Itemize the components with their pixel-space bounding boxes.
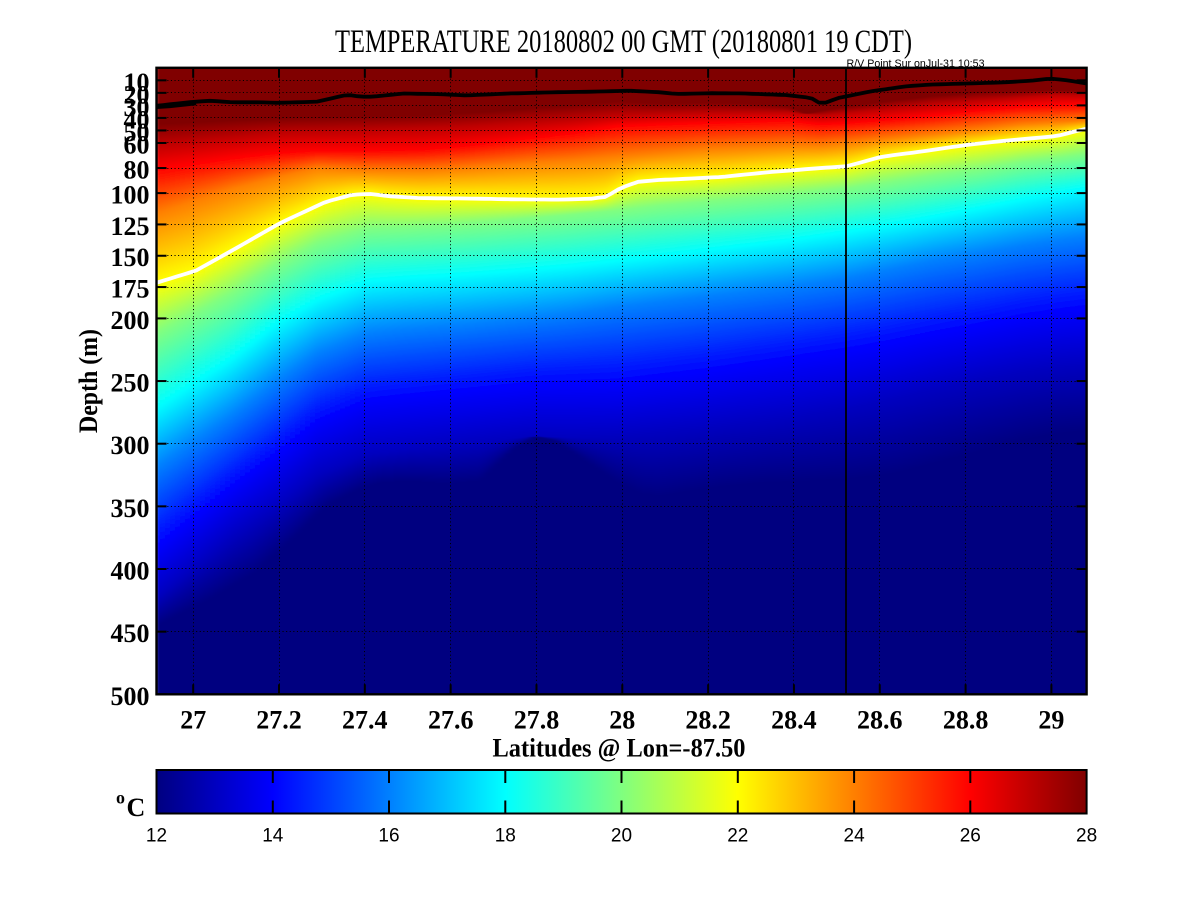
svg-text:40: 40 xyxy=(124,105,150,134)
svg-text:500: 500 xyxy=(111,682,150,711)
svg-text:24: 24 xyxy=(844,826,866,847)
svg-text:20: 20 xyxy=(611,826,632,847)
svg-text:18: 18 xyxy=(495,826,516,847)
svg-text:28.2: 28.2 xyxy=(685,706,731,735)
svg-text:200: 200 xyxy=(111,306,150,335)
svg-text:350: 350 xyxy=(111,494,150,523)
svg-text:27: 27 xyxy=(180,706,206,735)
svg-text:28: 28 xyxy=(609,706,635,735)
svg-text:125: 125 xyxy=(111,212,150,241)
svg-text:TEMPERATURE 20180802 00 GMT (2: TEMPERATURE 20180802 00 GMT (20180801 19… xyxy=(335,24,912,60)
svg-text:400: 400 xyxy=(111,557,150,586)
svg-text:o: o xyxy=(116,788,125,808)
svg-text:27.8: 27.8 xyxy=(514,706,560,735)
svg-text:14: 14 xyxy=(262,826,284,847)
svg-text:29: 29 xyxy=(1038,706,1064,735)
svg-text:10: 10 xyxy=(124,68,150,97)
svg-text:80: 80 xyxy=(124,156,150,185)
svg-text:300: 300 xyxy=(111,431,150,460)
svg-text:450: 450 xyxy=(111,619,150,648)
svg-text:20: 20 xyxy=(124,80,150,109)
svg-text:C: C xyxy=(127,793,146,822)
svg-text:28: 28 xyxy=(1076,826,1097,847)
svg-text:150: 150 xyxy=(111,243,150,272)
svg-text:28.4: 28.4 xyxy=(771,706,817,735)
svg-text:28.8: 28.8 xyxy=(943,706,989,735)
svg-text:12: 12 xyxy=(146,826,167,847)
svg-text:22: 22 xyxy=(727,826,748,847)
svg-text:175: 175 xyxy=(111,275,150,304)
svg-text:60: 60 xyxy=(124,131,150,160)
svg-text:16: 16 xyxy=(378,826,399,847)
svg-text:Depth (m): Depth (m) xyxy=(74,329,103,433)
svg-text:100: 100 xyxy=(111,181,150,210)
svg-text:R/V Point Sur onJul-31 10:53: R/V Point Sur onJul-31 10:53 xyxy=(847,58,985,70)
svg-text:27.4: 27.4 xyxy=(342,706,388,735)
svg-text:Latitudes @ Lon=-87.50: Latitudes @ Lon=-87.50 xyxy=(493,734,746,763)
svg-text:26: 26 xyxy=(960,826,981,847)
svg-text:28.6: 28.6 xyxy=(857,706,903,735)
svg-text:27.2: 27.2 xyxy=(256,706,302,735)
svg-text:250: 250 xyxy=(111,369,150,398)
svg-text:50: 50 xyxy=(124,118,150,147)
svg-text:27.6: 27.6 xyxy=(428,706,474,735)
svg-text:30: 30 xyxy=(124,93,150,122)
